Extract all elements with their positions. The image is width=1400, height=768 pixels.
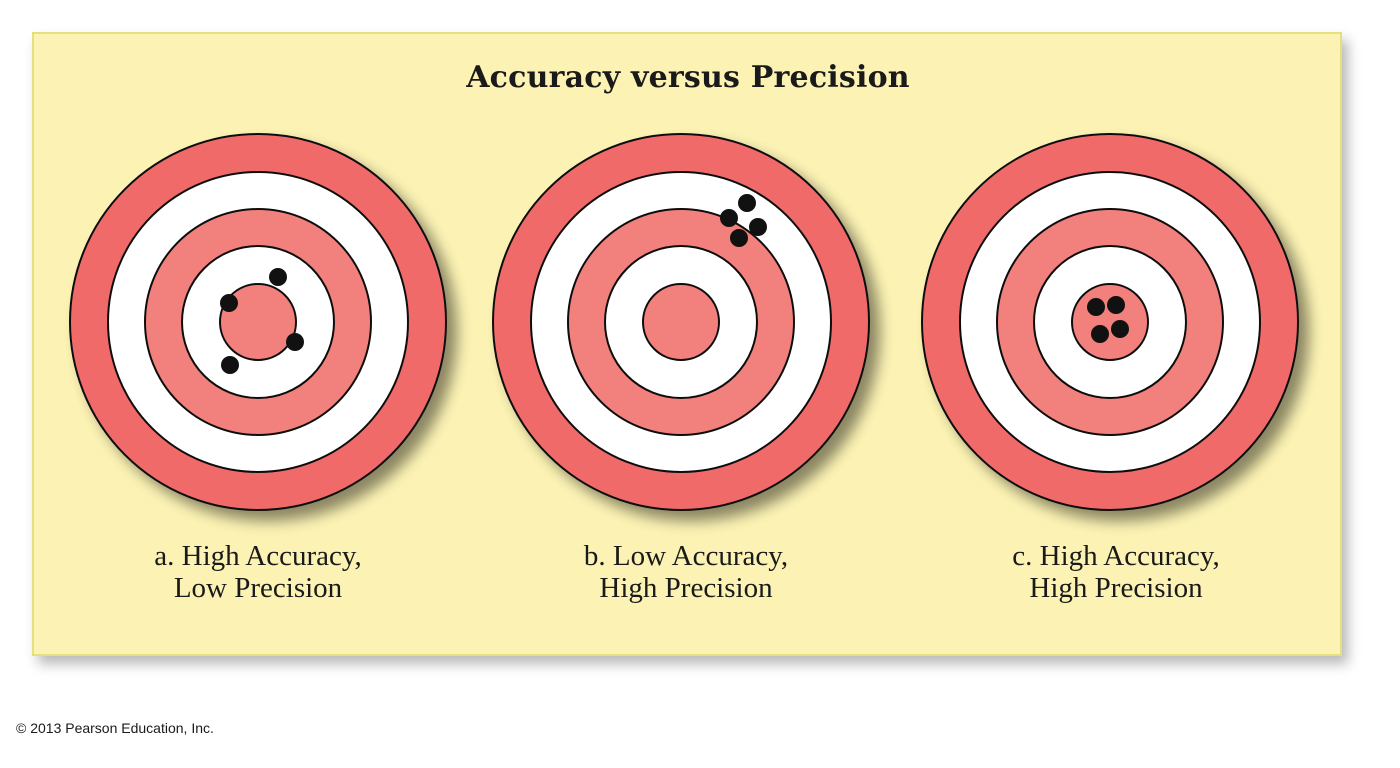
target-c-bullseye xyxy=(1071,283,1149,361)
target-a-bullseye xyxy=(219,283,297,361)
target-b-hit xyxy=(720,209,738,227)
caption-a-line-2: Low Precision xyxy=(173,572,343,604)
caption-a-line-1: a. High Accuracy, xyxy=(154,540,362,572)
target-b-hit xyxy=(738,194,756,212)
target-b-hit xyxy=(749,218,767,236)
target-c xyxy=(921,133,1299,511)
caption-c: c. High Accuracy, High Precision xyxy=(916,540,1316,604)
target-b-hit xyxy=(730,229,748,247)
target-a xyxy=(69,133,447,511)
caption-c-line-1: c. High Accuracy, xyxy=(1012,540,1220,572)
target-c-hit xyxy=(1107,296,1125,314)
caption-b: b. Low Accuracy, High Precision xyxy=(486,540,886,604)
target-c-hits xyxy=(1087,296,1129,343)
caption-c-line-2: High Precision xyxy=(1029,572,1203,604)
target-a-hit xyxy=(221,356,239,374)
target-c-hit xyxy=(1091,325,1109,343)
target-a-hit xyxy=(269,268,287,286)
target-b xyxy=(492,133,870,511)
target-c-hit xyxy=(1111,320,1129,338)
target-a-hit xyxy=(220,294,238,312)
target-c-hit xyxy=(1087,298,1105,316)
caption-b-line-2: High Precision xyxy=(599,572,773,604)
target-b-hits xyxy=(720,194,767,247)
figure-title: Accuracy versus Precision xyxy=(466,60,910,95)
caption-a: a. High Accuracy, Low Precision xyxy=(58,540,458,604)
copyright-notice: © 2013 Pearson Education, Inc. xyxy=(16,720,214,736)
target-b-bullseye xyxy=(642,283,720,361)
target-a-hit xyxy=(286,333,304,351)
target-a-hits xyxy=(220,268,304,374)
caption-b-line-1: b. Low Accuracy, xyxy=(583,540,789,572)
